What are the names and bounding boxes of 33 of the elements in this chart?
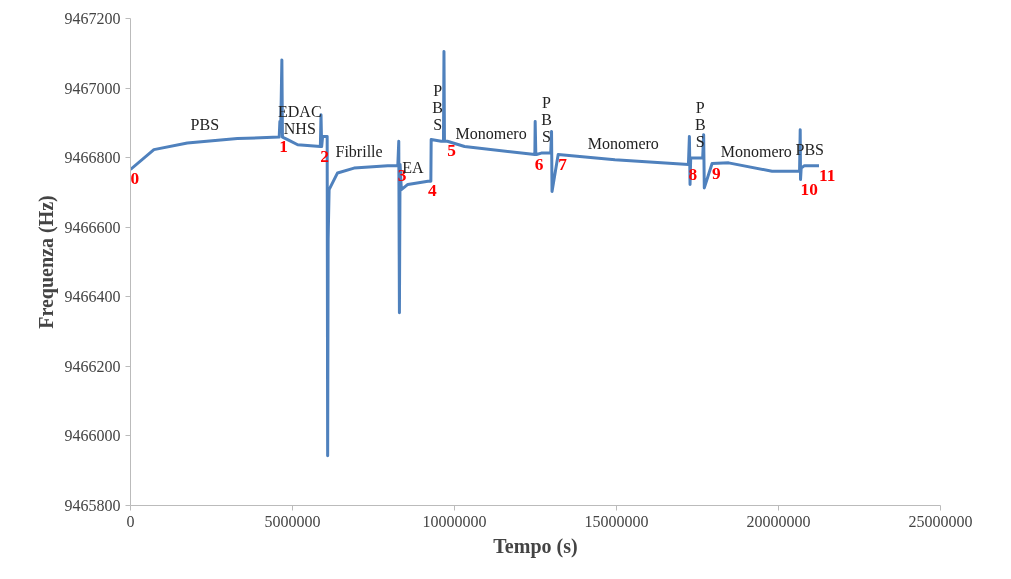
annotation: 5 [447, 141, 457, 161]
y-tick-label: 9467200 [64, 10, 121, 27]
y-tick-label: 9467000 [64, 79, 121, 97]
annotation: Fibrille [335, 142, 383, 160]
annotation: 10 [800, 179, 818, 199]
annotation: PBS [190, 116, 220, 134]
annotation: Monomero [455, 124, 527, 142]
x-tick-label: 0 [126, 512, 135, 530]
annotation: Monomero [720, 143, 792, 161]
y-axis-title: Frequenza (Hz) [34, 195, 58, 329]
x-tick-label: 25000000 [908, 512, 973, 530]
y-tick-label: 9465800 [64, 497, 121, 514]
line-series [130, 50, 821, 458]
annotation: P B S [541, 94, 552, 146]
y-tick-label: 9466200 [64, 357, 121, 375]
x-tick-label: 15000000 [584, 512, 649, 530]
annotation: 11 [819, 165, 836, 185]
x-axis-title: Tempo (s) [493, 534, 578, 558]
x-tick-label: 20000000 [746, 512, 811, 530]
annotation: 9 [712, 163, 722, 183]
y-tick-label: 9466000 [64, 427, 121, 445]
annotation: 0 [130, 169, 140, 189]
annotation: 7 [558, 154, 568, 174]
y-tick-label: 9466800 [64, 149, 121, 167]
annotation: 1 [279, 137, 288, 157]
x-tick-label: 5000000 [264, 512, 321, 530]
y-tick-label: 9466600 [64, 218, 121, 236]
x-tick-label: 10000000 [422, 512, 487, 530]
y-tick-label: 9466400 [64, 288, 121, 306]
annotation: Monomero [587, 135, 659, 153]
annotation: 4 [427, 181, 437, 201]
annotation: P B S [432, 81, 443, 133]
annotation: 6 [534, 154, 544, 174]
